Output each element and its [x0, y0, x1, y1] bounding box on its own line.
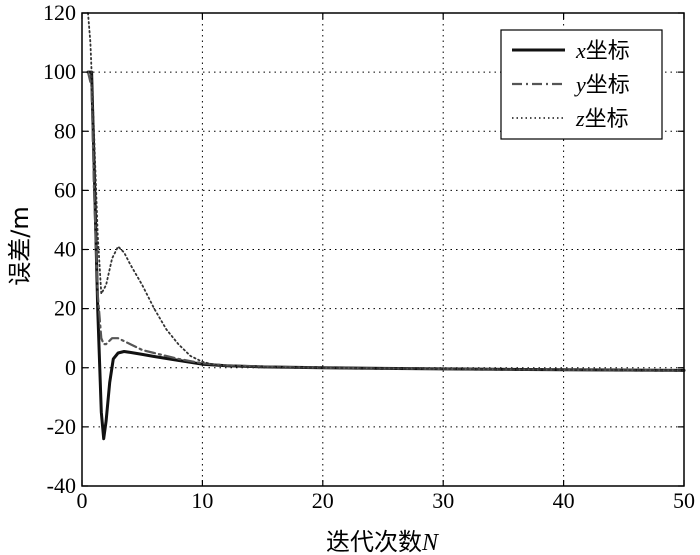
x-tick-label: 0 — [77, 488, 88, 513]
series-line-z — [87, 12, 685, 372]
axis-ticks: 0 10 20 30 40 50 -40 -20 0 20 40 60 80 100 120 — [43, 0, 695, 513]
y-tick-label: 0 — [65, 355, 76, 380]
series-lines — [86, 12, 686, 441]
x-tick-label: 10 — [191, 488, 213, 513]
y-axis-label: 误差/m — [6, 206, 34, 285]
y-tick-label: 60 — [54, 177, 76, 202]
legend-label-x: x坐标 — [575, 38, 630, 64]
legend: x坐标 y坐标 z坐标 — [500, 29, 663, 140]
legend-label-z: z坐标 — [575, 106, 629, 132]
x-axis-label: 迭代次数N — [326, 528, 440, 555]
y-tick-label: 120 — [43, 0, 76, 25]
x-tick-label: 30 — [432, 488, 454, 513]
x-tick-label: 50 — [673, 488, 695, 513]
y-tick-label: 40 — [54, 237, 76, 262]
x-tick-label: 40 — [553, 488, 575, 513]
x-tick-label: 20 — [312, 488, 334, 513]
y-tick-label: 80 — [54, 118, 76, 143]
y-tick-label: 100 — [43, 59, 76, 84]
y-tick-label: 20 — [54, 296, 76, 321]
y-tick-label: -20 — [47, 414, 76, 439]
y-tick-label: -40 — [47, 473, 76, 498]
legend-label-y: y坐标 — [574, 72, 630, 98]
